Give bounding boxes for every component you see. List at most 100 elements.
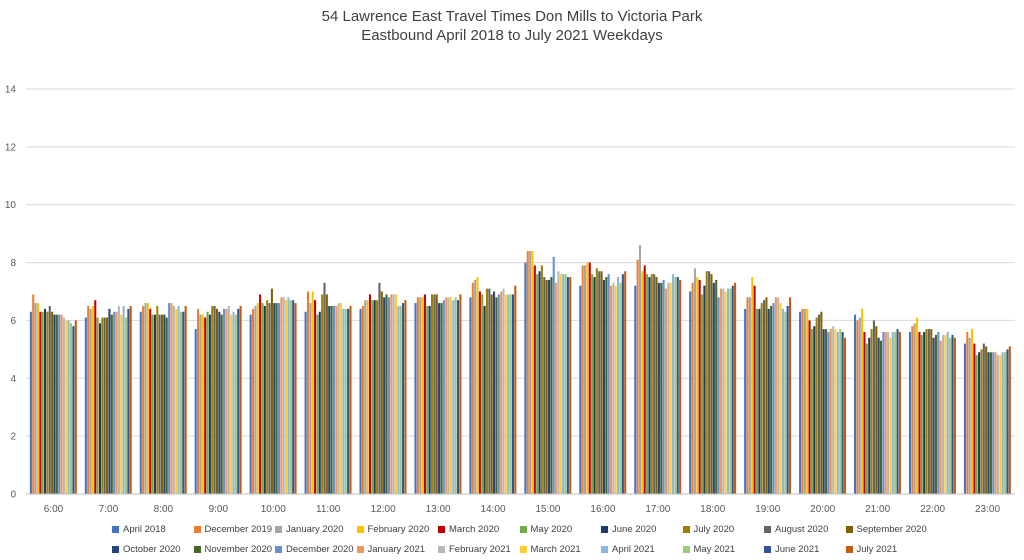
bar — [996, 355, 1000, 494]
bar — [975, 355, 978, 494]
bar — [442, 300, 445, 494]
bar — [156, 305, 159, 494]
bar — [925, 329, 928, 494]
bar — [197, 308, 200, 494]
bar — [760, 303, 763, 494]
x-tick-label: 22:00 — [920, 504, 945, 515]
bar — [999, 355, 1002, 494]
bar — [201, 314, 204, 494]
x-tick-label: 20:00 — [810, 504, 835, 515]
legend-swatch — [438, 526, 445, 533]
bar — [371, 300, 374, 494]
bar — [872, 320, 875, 494]
bar — [889, 337, 892, 494]
x-tick-label: 12:00 — [371, 504, 396, 515]
bar — [70, 323, 73, 494]
legend-item: April 2018 — [112, 524, 166, 535]
bar — [562, 274, 565, 494]
bar — [664, 288, 668, 494]
bar — [908, 332, 912, 494]
bar — [653, 274, 656, 494]
bar — [106, 317, 109, 494]
bar — [127, 308, 130, 494]
bar — [540, 265, 543, 494]
bar — [237, 308, 240, 494]
bar — [605, 277, 608, 494]
bar — [431, 294, 434, 494]
bar — [557, 271, 560, 494]
bar — [72, 326, 75, 494]
x-tick-label: 6:00 — [44, 504, 64, 515]
bar — [151, 314, 154, 494]
legend-swatch — [438, 546, 445, 553]
bar — [270, 288, 273, 494]
bar — [168, 303, 171, 494]
bar — [113, 311, 116, 494]
legend-label: November 2020 — [204, 544, 273, 555]
bar — [861, 308, 864, 494]
bar — [490, 294, 493, 494]
bar — [456, 300, 460, 494]
bar — [813, 326, 816, 494]
bar — [101, 317, 104, 494]
x-tick-label: 10:00 — [261, 504, 286, 515]
bar — [163, 314, 166, 494]
bar — [896, 329, 899, 494]
bar — [992, 352, 995, 494]
bar — [839, 329, 842, 494]
bar — [676, 277, 679, 494]
bar — [414, 303, 417, 494]
bar — [48, 305, 51, 494]
legend-swatch — [845, 526, 853, 533]
bar — [115, 311, 118, 494]
bar — [545, 279, 548, 494]
bar — [213, 305, 216, 494]
bar — [946, 332, 949, 494]
bar — [84, 317, 87, 494]
legend-item: June 2021 — [764, 544, 819, 555]
chart-title: 54 Lawrence East Travel Times Don Mills … — [321, 8, 703, 25]
bar — [277, 303, 281, 494]
x-tick-label: 14:00 — [481, 504, 506, 515]
legend-swatch — [275, 546, 282, 553]
bar — [894, 332, 897, 494]
bar — [51, 311, 54, 494]
bar — [982, 343, 985, 494]
bar — [602, 279, 605, 494]
bar — [289, 300, 292, 494]
bar — [495, 297, 498, 494]
bar — [806, 308, 809, 494]
bar — [863, 332, 866, 494]
bar — [772, 303, 775, 494]
bar — [911, 326, 914, 494]
legend-item: January 2020 — [275, 524, 344, 535]
y-tick-label: 10 — [5, 200, 17, 211]
bar — [700, 294, 704, 494]
bar — [765, 297, 768, 494]
bar-chart-plot: 0 2 4 6 8 10 12 14 6:00 7:00 8:00 9:00 10:00 11:00 12:… — [5, 85, 1015, 515]
bar — [617, 277, 620, 494]
bar — [251, 308, 255, 494]
bar — [781, 308, 784, 494]
bar — [987, 352, 990, 494]
bar — [731, 285, 734, 494]
bar — [524, 262, 527, 494]
bar — [550, 277, 553, 494]
bar — [294, 303, 297, 494]
bar — [843, 337, 847, 494]
bar — [223, 308, 226, 494]
bar — [932, 337, 935, 494]
bar — [366, 300, 369, 494]
bar — [710, 274, 713, 494]
x-tick-label: 16:00 — [590, 504, 615, 515]
bar — [98, 323, 102, 494]
bar — [149, 308, 152, 494]
bar — [724, 291, 727, 494]
legend-swatch — [356, 526, 364, 533]
bar — [337, 303, 340, 494]
bar — [708, 271, 711, 494]
bar — [726, 288, 730, 494]
bar — [953, 337, 956, 494]
bar — [325, 294, 328, 494]
bar — [799, 311, 802, 494]
